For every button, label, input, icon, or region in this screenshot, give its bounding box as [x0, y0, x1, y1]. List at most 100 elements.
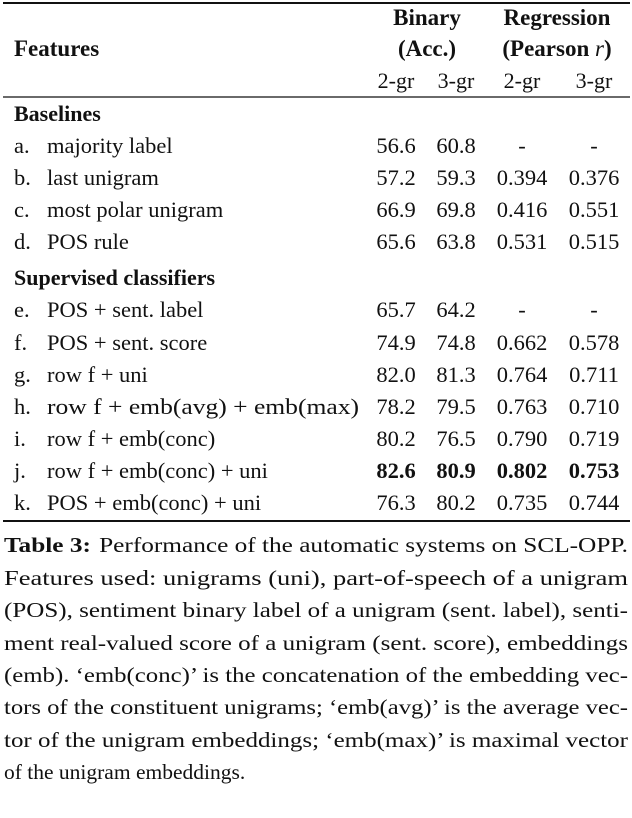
- value-binary-3gr: 76.5: [436, 426, 475, 451]
- table-caption: Table 3: Performance of the automatic sys…: [4, 533, 628, 784]
- table-row-best: j. row f + emb(conc) + uni 82.6 80.9 0.8…: [13, 458, 619, 483]
- value-regression-2gr: -: [518, 297, 526, 322]
- row-label: majority label: [47, 133, 173, 158]
- value-regression-2gr: 0.763: [497, 394, 548, 419]
- caption-line-8: of the unigram embeddings.: [4, 760, 245, 784]
- header-regression-r: r: [595, 36, 605, 61]
- table-row: d. POS rule 65.6 63.8 0.531 0.515: [14, 229, 619, 254]
- value-binary-2gr: 74.9: [376, 330, 415, 355]
- value-regression-2gr: 0.764: [497, 362, 548, 387]
- value-regression-3gr: 0.719: [569, 426, 620, 451]
- row-id: c.: [14, 197, 30, 222]
- value-binary-2gr: 65.7: [376, 297, 415, 322]
- value-regression-3gr: 0.551: [569, 197, 620, 222]
- subcol-binary-3gr: 3-gr: [438, 68, 475, 93]
- header-regression-close: ): [604, 36, 612, 61]
- caption-line-5: (emb). ‘emb(conc)’ is the concatenation …: [4, 663, 628, 687]
- caption-line-2: Features used: unigrams (uni), part-of-s…: [4, 566, 628, 590]
- value-binary-2gr: 82.6: [376, 458, 415, 483]
- value-regression-2gr: 0.531: [497, 229, 548, 254]
- caption-line-6: tors of the constituent unigrams; ‘emb(a…: [4, 695, 628, 719]
- caption-line-3: (POS), sentiment binary label of a unigr…: [4, 598, 628, 622]
- row-label: most polar unigram: [47, 197, 224, 222]
- value-regression-2gr: 0.735: [497, 490, 548, 515]
- value-binary-3gr: 79.5: [436, 394, 475, 419]
- subcol-binary-2gr: 2-gr: [378, 68, 415, 93]
- table-row: c. most polar unigram 66.9 69.8 0.416 0.…: [14, 197, 619, 222]
- value-regression-3gr: 0.515: [569, 229, 620, 254]
- value-binary-2gr: 57.2: [376, 165, 415, 190]
- header-binary-line2: (Acc.): [398, 36, 456, 61]
- row-id: a.: [14, 133, 30, 158]
- subcol-regression-3gr: 3-gr: [576, 68, 613, 93]
- section-title-baselines: Baselines: [14, 101, 101, 126]
- header-features: Features: [14, 36, 99, 61]
- row-id: i.: [14, 426, 26, 451]
- value-binary-3gr: 80.2: [436, 490, 475, 515]
- table-row: k. POS + emb(conc) + uni 76.3 80.2 0.735…: [14, 490, 619, 515]
- value-regression-2gr: -: [518, 133, 526, 158]
- row-id: b.: [14, 165, 31, 190]
- value-regression-2gr: 0.394: [497, 165, 548, 190]
- value-binary-3gr: 60.8: [436, 133, 475, 158]
- caption-line-1: Performance of the automatic systems on …: [99, 533, 628, 557]
- subcol-regression-2gr: 2-gr: [504, 68, 541, 93]
- value-regression-3gr: 0.710: [569, 394, 620, 419]
- caption-line-4: ment real-valued score of a unigram (sen…: [4, 631, 628, 655]
- value-regression-3gr: 0.578: [569, 330, 620, 355]
- row-label: POS + sent. label: [47, 297, 203, 322]
- value-binary-3gr: 81.3: [436, 362, 475, 387]
- value-regression-3gr: 0.753: [569, 458, 620, 483]
- value-regression-2gr: 0.802: [497, 458, 548, 483]
- table-row: a. majority label 56.6 60.8 - -: [14, 133, 598, 158]
- header-regression-line2: (Pearson r): [502, 36, 611, 61]
- value-binary-3gr: 63.8: [436, 229, 475, 254]
- value-regression-3gr: 0.744: [569, 490, 620, 515]
- caption-line-7: tor of the unigram embeddings; ‘emb(max)…: [4, 728, 628, 752]
- row-label: row f + emb(conc): [47, 426, 215, 451]
- table-row: h. row f + emb(avg) + emb(max) 78.2 79.5…: [14, 394, 619, 419]
- row-id: e.: [14, 297, 30, 322]
- value-binary-2gr: 82.0: [376, 362, 415, 387]
- table-row: i. row f + emb(conc) 80.2 76.5 0.790 0.7…: [14, 426, 619, 451]
- row-label: row f + uni: [47, 362, 148, 387]
- value-binary-3gr: 64.2: [436, 297, 475, 322]
- row-id: h.: [14, 394, 31, 419]
- row-label: last unigram: [47, 165, 159, 190]
- row-id: j.: [13, 458, 26, 483]
- row-label: POS + emb(conc) + uni: [47, 490, 261, 515]
- value-regression-3gr: -: [590, 133, 598, 158]
- value-regression-3gr: -: [590, 297, 598, 322]
- value-regression-2gr: 0.790: [497, 426, 548, 451]
- value-binary-3gr: 80.9: [436, 458, 475, 483]
- row-id: d.: [14, 229, 31, 254]
- value-binary-2gr: 80.2: [376, 426, 415, 451]
- row-id: g.: [14, 362, 31, 387]
- value-regression-3gr: 0.376: [569, 165, 620, 190]
- value-binary-2gr: 65.6: [376, 229, 415, 254]
- table-row: g. row f + uni 82.0 81.3 0.764 0.711: [14, 362, 619, 387]
- table-row: f. POS + sent. score 74.9 74.8 0.662 0.5…: [14, 330, 619, 355]
- caption-line: Table 3: Performance of the automatic sys…: [4, 533, 628, 557]
- row-label: row f + emb(conc) + uni: [47, 458, 268, 483]
- value-binary-2gr: 76.3: [376, 490, 415, 515]
- table-row: e. POS + sent. label 65.7 64.2 - -: [14, 297, 598, 322]
- value-regression-2gr: 0.662: [497, 330, 548, 355]
- caption-label: Table 3:: [4, 533, 91, 557]
- value-binary-2gr: 56.6: [376, 133, 415, 158]
- value-regression-2gr: 0.416: [497, 197, 548, 222]
- row-label: POS rule: [47, 229, 129, 254]
- header-binary-line1: Binary: [393, 5, 461, 30]
- value-regression-3gr: 0.711: [569, 362, 619, 387]
- row-id: k.: [14, 490, 31, 515]
- value-binary-3gr: 74.8: [436, 330, 475, 355]
- value-binary-3gr: 69.8: [436, 197, 475, 222]
- section-title-supervised: Supervised classifiers: [14, 265, 215, 290]
- value-binary-2gr: 78.2: [376, 394, 415, 419]
- header-regression-prefix: (Pearson: [502, 36, 595, 61]
- header-regression-line1: Regression: [504, 5, 611, 30]
- value-binary-3gr: 59.3: [436, 165, 475, 190]
- row-label: row f + emb(avg) + emb(max): [47, 394, 359, 419]
- row-id: f.: [14, 330, 27, 355]
